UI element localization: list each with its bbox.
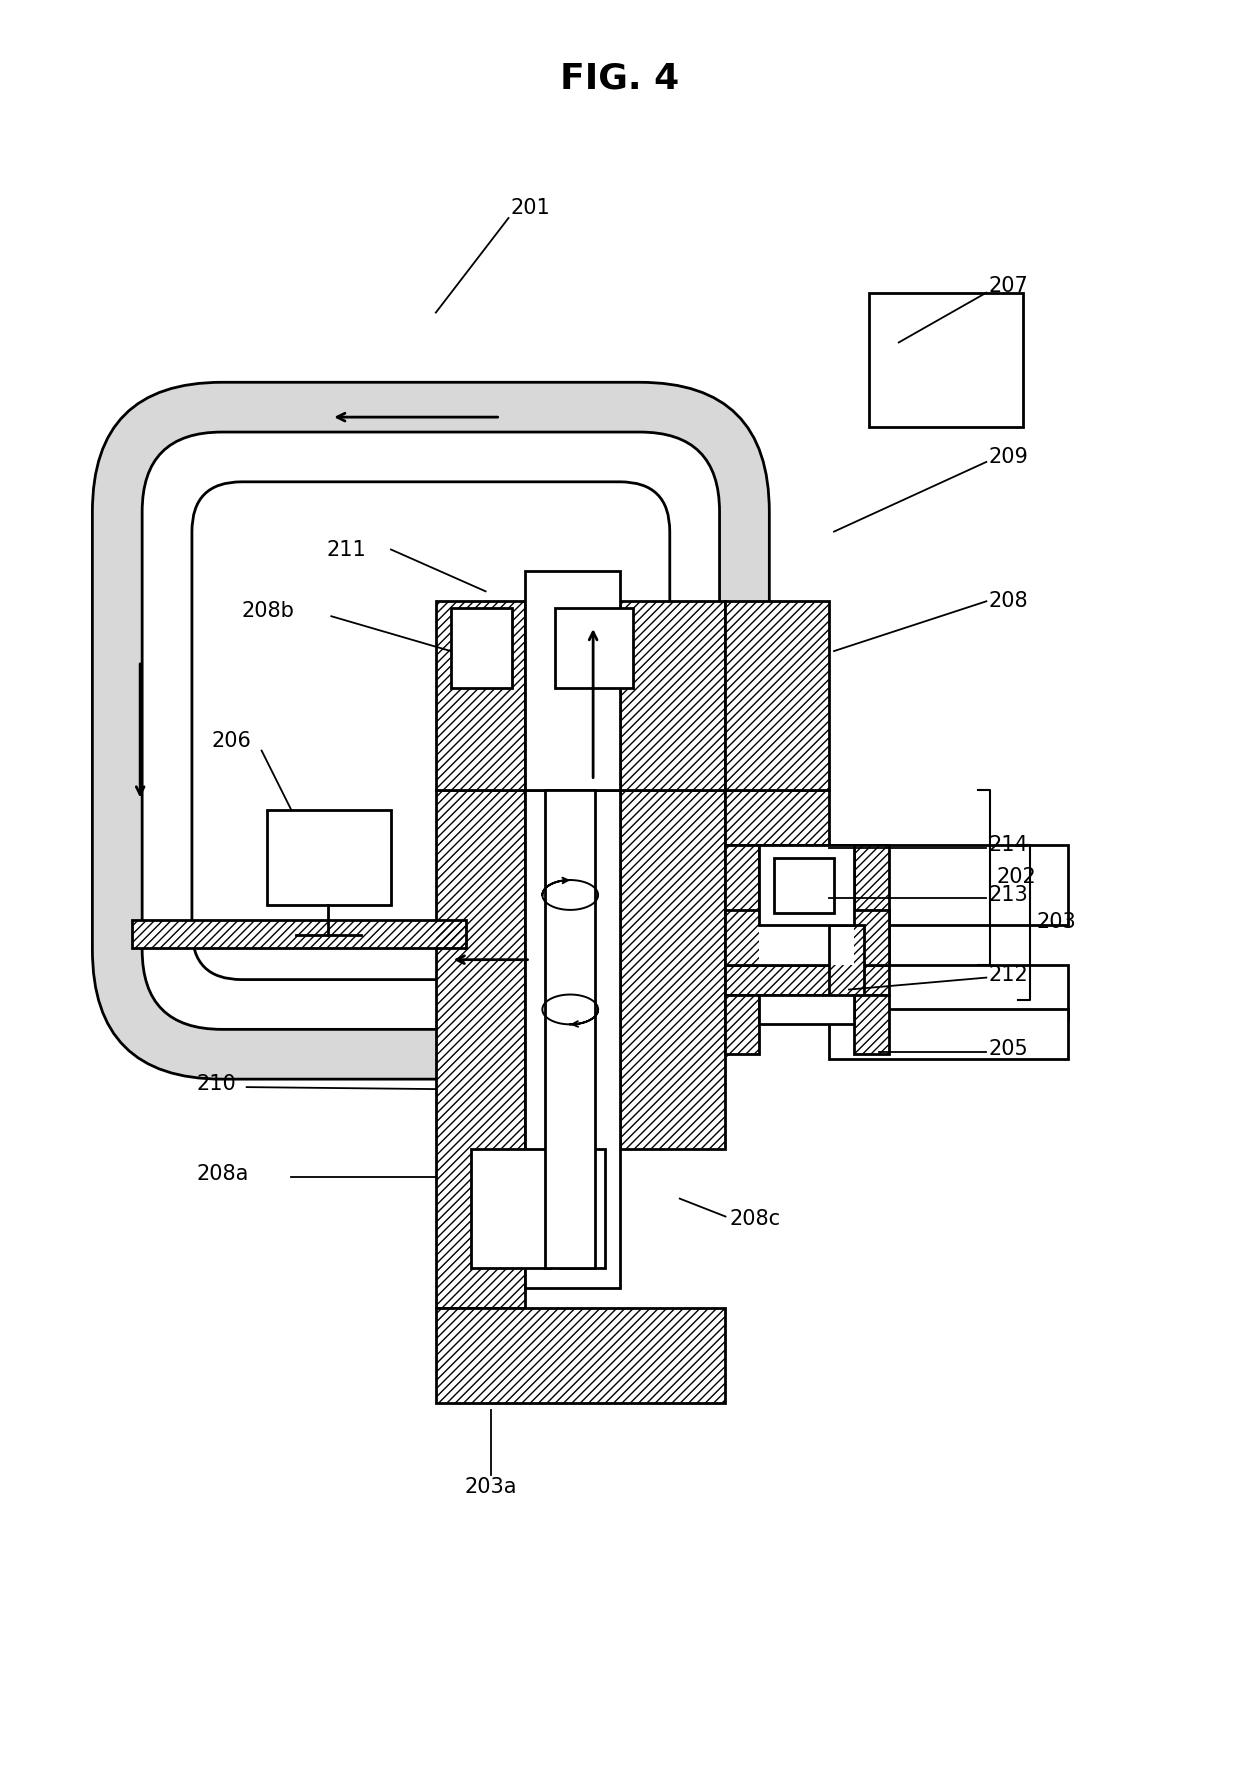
Bar: [471, 1148, 551, 1269]
Text: 210: 210: [197, 1073, 237, 1095]
Text: 203: 203: [1037, 912, 1076, 931]
Text: 212: 212: [988, 965, 1028, 984]
Bar: [854, 995, 889, 1054]
Bar: [620, 791, 724, 1148]
Bar: [133, 920, 466, 947]
Text: 206: 206: [212, 730, 252, 750]
Text: 214: 214: [988, 835, 1028, 855]
Text: 202: 202: [996, 867, 1037, 887]
Bar: [830, 924, 864, 1004]
Bar: [724, 601, 830, 791]
Text: 205: 205: [988, 1040, 1028, 1059]
Text: 208a: 208a: [197, 1164, 249, 1183]
Bar: [724, 910, 889, 965]
Bar: [620, 791, 724, 1148]
Bar: [830, 1009, 1068, 1059]
Bar: [830, 965, 1068, 1020]
Text: 207: 207: [988, 275, 1028, 295]
Bar: [546, 791, 595, 1269]
Bar: [724, 791, 830, 846]
FancyBboxPatch shape: [92, 382, 769, 1079]
Bar: [620, 601, 724, 791]
FancyBboxPatch shape: [192, 482, 670, 979]
Text: 209: 209: [988, 448, 1028, 467]
Bar: [724, 995, 759, 1054]
Bar: [724, 791, 830, 846]
Bar: [526, 791, 620, 1288]
Bar: [133, 920, 466, 947]
Bar: [560, 1148, 605, 1269]
Bar: [759, 846, 854, 924]
Bar: [435, 791, 526, 1308]
Text: 208: 208: [988, 592, 1028, 611]
Bar: [724, 846, 759, 965]
Bar: [435, 1308, 724, 1402]
Bar: [556, 608, 632, 688]
Bar: [830, 846, 1068, 924]
Bar: [724, 965, 889, 995]
Bar: [435, 791, 526, 1308]
Bar: [620, 601, 724, 791]
Bar: [526, 572, 620, 791]
Bar: [869, 293, 1023, 426]
Text: 203a: 203a: [464, 1477, 517, 1498]
Text: 211: 211: [326, 540, 366, 560]
Bar: [435, 601, 526, 791]
Bar: [435, 1308, 724, 1402]
Bar: [759, 995, 854, 1024]
FancyBboxPatch shape: [143, 432, 719, 1029]
Bar: [451, 608, 512, 688]
Bar: [774, 858, 835, 913]
Bar: [267, 810, 391, 904]
Text: 208c: 208c: [729, 1208, 781, 1228]
Text: 201: 201: [511, 197, 551, 219]
Text: 213: 213: [988, 885, 1028, 904]
Bar: [435, 601, 526, 791]
Text: FIG. 4: FIG. 4: [560, 62, 680, 96]
Bar: [724, 995, 759, 1054]
Bar: [724, 601, 830, 791]
Bar: [854, 995, 889, 1054]
Bar: [724, 965, 889, 995]
Bar: [724, 846, 759, 965]
Text: 208b: 208b: [242, 601, 295, 622]
Bar: [854, 846, 889, 965]
Bar: [854, 846, 889, 965]
